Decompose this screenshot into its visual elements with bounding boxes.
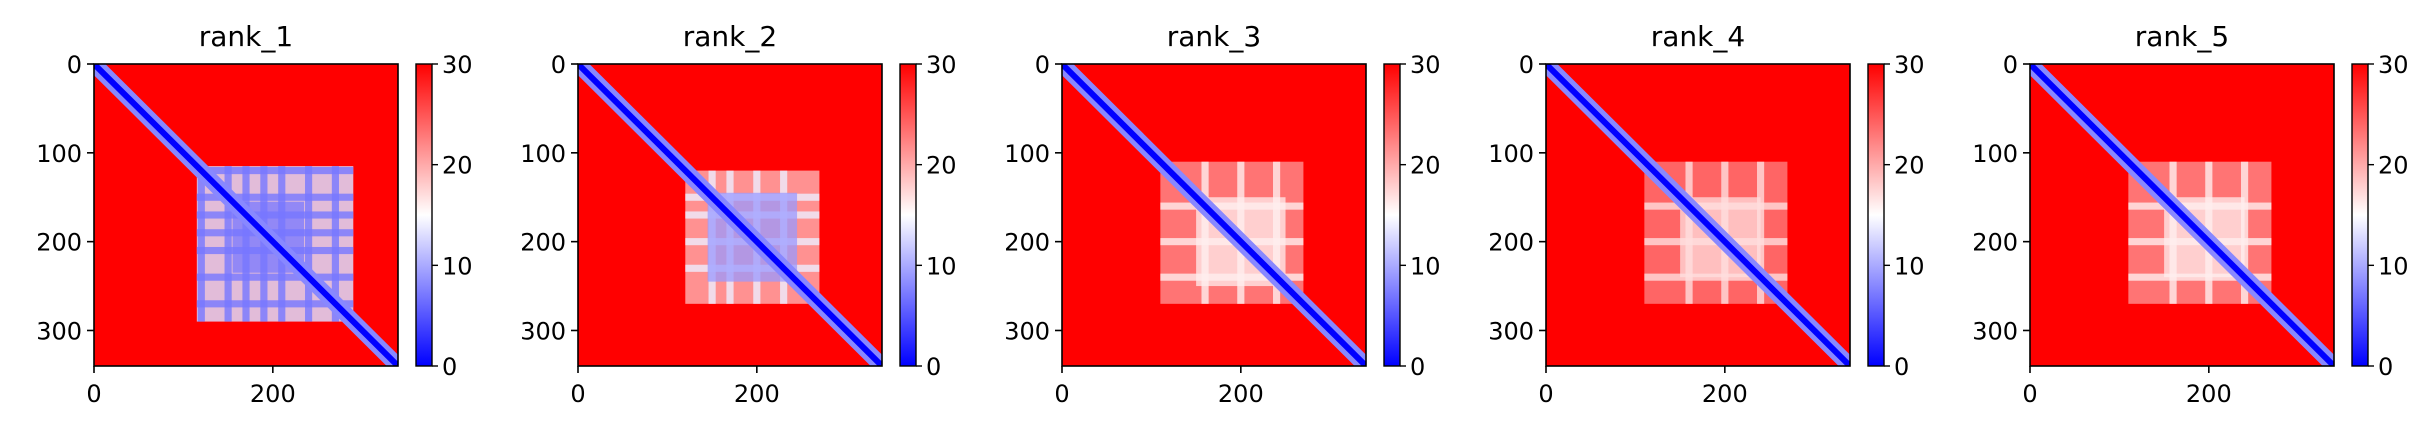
colorbar-tick-label: 0 — [1894, 353, 1909, 381]
y-tick-label: 200 — [1488, 229, 1534, 257]
y-tick-label: 100 — [1972, 140, 2018, 168]
y-tick-label: 0 — [1035, 51, 1050, 79]
axes-frame — [577, 63, 883, 367]
colorbar-tick-label: 10 — [1894, 252, 1925, 280]
y-tick-label: 200 — [1004, 229, 1050, 257]
panel-title: rank_4 — [1651, 20, 1745, 53]
colorbar-frame — [1383, 63, 1401, 367]
heatmap-panel-3: rank_3 0 100 200 300 0 200 0 10 20 30 — [1004, 20, 1440, 408]
colorbar-tick-label: 10 — [1410, 252, 1441, 280]
axes-frame — [93, 63, 399, 367]
diagonal-band — [578, 64, 882, 366]
x-tick-label: 200 — [1218, 380, 1264, 408]
colorbar — [1384, 64, 1400, 366]
x-tick-label: 0 — [86, 380, 101, 408]
colorbar-tick-label: 20 — [442, 152, 473, 180]
y-tick-label: 0 — [2003, 51, 2018, 79]
colorbar-tick-label: 20 — [1894, 152, 1925, 180]
heatmap-panel-5: rank_5 0 100 200 300 0 200 0 10 20 30 — [1972, 20, 2408, 408]
panel-title: rank_5 — [2135, 20, 2229, 53]
colorbar-tick-label: 20 — [926, 152, 957, 180]
diagonal-band — [1546, 64, 1850, 366]
x-tick-label: 0 — [1538, 380, 1553, 408]
axes-frame — [1545, 63, 1851, 367]
colorbar-tick-label: 0 — [442, 353, 457, 381]
panel-title: rank_2 — [683, 20, 777, 53]
colorbar-tick-label: 30 — [1410, 51, 1441, 79]
colorbar-frame — [415, 63, 433, 367]
axes-frame — [2029, 63, 2335, 367]
colorbar-frame — [899, 63, 917, 367]
y-tick-label: 100 — [520, 140, 566, 168]
contact-stripe-row — [196, 167, 354, 175]
x-tick-label: 0 — [2022, 380, 2037, 408]
y-tick-label: 0 — [551, 51, 566, 79]
diagonal-band — [1062, 64, 1366, 366]
y-tick-label: 100 — [36, 140, 82, 168]
colorbar-tick-label: 20 — [2378, 152, 2409, 180]
contact-stripe-row — [196, 273, 354, 281]
diagonal-band — [2030, 64, 2334, 366]
y-tick-label: 100 — [1488, 140, 1534, 168]
colorbar-tick-label: 30 — [442, 51, 473, 79]
y-tick-label: 200 — [36, 229, 82, 257]
axes-frame — [1061, 63, 1367, 367]
colorbar-tick-label: 30 — [926, 51, 957, 79]
diagonal-band — [94, 64, 398, 366]
colorbar-tick-label: 0 — [926, 353, 941, 381]
contact-stripe-col — [224, 166, 232, 322]
contact-stripe-row — [1644, 273, 1788, 281]
contact-stripe-row — [196, 300, 354, 308]
y-tick-label: 300 — [1488, 317, 1534, 345]
x-tick-label: 200 — [1702, 380, 1748, 408]
colorbar-tick-label: 20 — [1410, 152, 1441, 180]
panel-title: rank_1 — [199, 20, 293, 53]
heatmap-panel-2: rank_2 0 100 200 300 0 200 0 10 20 30 — [520, 20, 956, 408]
heatmap-image — [1546, 64, 1850, 366]
y-tick-label: 300 — [520, 317, 566, 345]
x-tick-label: 0 — [570, 380, 585, 408]
y-tick-label: 100 — [1004, 140, 1050, 168]
colorbar — [416, 64, 432, 366]
contact-stripe-row — [196, 193, 354, 201]
contact-stripe-col — [331, 166, 339, 322]
x-tick-label: 200 — [250, 380, 296, 408]
contact-stripe-col — [197, 166, 205, 322]
colorbar-frame — [1867, 63, 1885, 367]
y-tick-label: 300 — [36, 317, 82, 345]
x-tick-label: 0 — [1054, 380, 1069, 408]
heatmap-image — [2030, 64, 2334, 366]
heatmap-image — [1062, 64, 1366, 366]
y-tick-label: 300 — [1972, 317, 2018, 345]
colorbar — [900, 64, 916, 366]
heatmap-panel-1: rank_1 0 100 200 300 0 200 0 10 20 30 — [36, 20, 472, 408]
contact-stripe-col — [305, 166, 313, 322]
contact-stripe-row — [2128, 273, 2272, 281]
heatmap-image — [94, 64, 398, 366]
heatmap-panel-4: rank_4 0 100 200 300 0 200 0 10 20 30 — [1488, 20, 1924, 408]
colorbar — [1868, 64, 1884, 366]
colorbar-tick-label: 10 — [442, 252, 473, 280]
x-tick-label: 200 — [734, 380, 780, 408]
colorbar-tick-label: 0 — [2378, 353, 2393, 381]
colorbar-tick-label: 0 — [1410, 353, 1425, 381]
panel-title: rank_3 — [1167, 20, 1261, 53]
colorbar-tick-label: 30 — [2378, 51, 2409, 79]
heatmap-image — [578, 64, 882, 366]
colorbar-tick-label: 10 — [2378, 252, 2409, 280]
y-tick-label: 0 — [1519, 51, 1534, 79]
y-tick-label: 0 — [67, 51, 82, 79]
colorbar — [2352, 64, 2368, 366]
y-tick-label: 200 — [520, 229, 566, 257]
colorbar-frame — [2351, 63, 2369, 367]
y-tick-label: 300 — [1004, 317, 1050, 345]
colorbar-tick-label: 30 — [1894, 51, 1925, 79]
y-tick-label: 200 — [1972, 229, 2018, 257]
colorbar-tick-label: 10 — [926, 252, 957, 280]
x-tick-label: 200 — [2186, 380, 2232, 408]
